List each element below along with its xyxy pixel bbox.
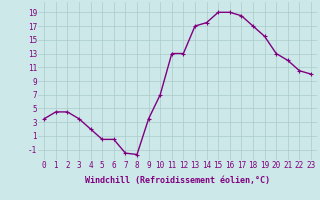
X-axis label: Windchill (Refroidissement éolien,°C): Windchill (Refroidissement éolien,°C) [85,176,270,185]
